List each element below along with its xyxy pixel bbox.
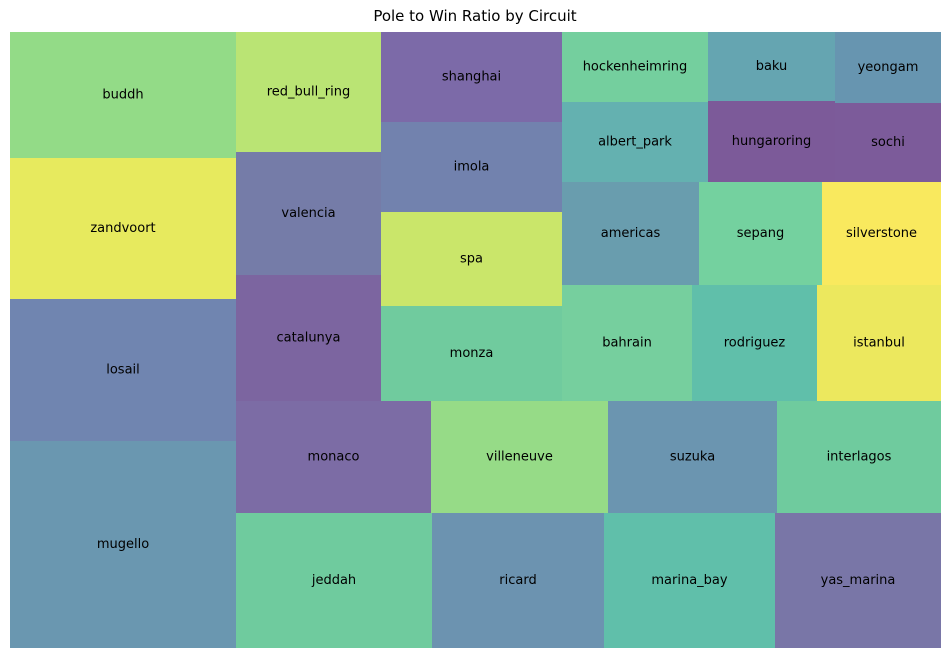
treemap-rect-villeneuve <box>431 401 608 513</box>
treemap-rect-yeongam <box>835 32 941 103</box>
treemap-rect-jeddah <box>236 513 432 648</box>
treemap-cell-zandvoort: zandvoort <box>10 158 236 299</box>
treemap-rect-imola <box>381 122 562 212</box>
treemap-cell-catalunya: catalunya <box>236 275 381 401</box>
treemap-label-hungaroring: hungaroring <box>732 134 811 149</box>
treemap-rect-interlagos <box>777 401 941 513</box>
treemap-rect-yas-marina <box>775 513 941 648</box>
treemap-rect-baku <box>708 32 835 101</box>
treemap-cell-valencia: valencia <box>236 152 381 275</box>
treemap-cell-mugello: mugello <box>10 441 236 648</box>
treemap-label-mugello: mugello <box>97 537 149 552</box>
treemap-cell-silverstone: silverstone <box>822 182 941 285</box>
treemap-label-istanbul: istanbul <box>853 336 905 351</box>
treemap-label-imola: imola <box>454 160 490 175</box>
treemap-rect-silverstone <box>822 182 941 285</box>
treemap-cell-yeongam: yeongam <box>835 32 941 103</box>
treemap-label-marina-bay: marina_bay <box>651 573 728 588</box>
treemap-cell-interlagos: interlagos <box>777 401 941 513</box>
treemap-cell-jeddah: jeddah <box>236 513 432 648</box>
treemap-rect-hockenheimring <box>562 32 708 102</box>
treemap-cell-sochi: sochi <box>835 103 941 182</box>
treemap-cell-monaco: monaco <box>236 401 431 513</box>
treemap-label-jeddah: jeddah <box>311 573 356 588</box>
treemap-label-interlagos: interlagos <box>827 450 892 465</box>
treemap-cell-monza: monza <box>381 306 562 401</box>
treemap-cell-losail: losail <box>10 299 236 441</box>
treemap-cell-sepang: sepang <box>699 182 822 285</box>
treemap-label-sepang: sepang <box>737 226 784 241</box>
treemap-cell-red-bull-ring: red_bull_ring <box>236 32 381 152</box>
treemap-label-baku: baku <box>756 59 788 74</box>
treemap-label-americas: americas <box>601 226 661 241</box>
treemap-label-yas-marina: yas_marina <box>821 573 896 588</box>
treemap-rect-shanghai <box>381 32 562 122</box>
treemap-cell-suzuka: suzuka <box>608 401 777 513</box>
treemap-rect-buddh <box>10 32 236 158</box>
treemap-rect-monaco <box>236 401 431 513</box>
treemap-label-catalunya: catalunya <box>277 331 341 346</box>
treemap-rect-spa <box>381 212 562 306</box>
treemap-label-yeongam: yeongam <box>858 60 919 75</box>
chart-title: Pole to Win Ratio by Circuit <box>373 7 577 25</box>
treemap-label-villeneuve: villeneuve <box>486 450 553 465</box>
treemap-cell-istanbul: istanbul <box>817 285 941 401</box>
treemap-cell-spa: spa <box>381 212 562 306</box>
treemap-rect-valencia <box>236 152 381 275</box>
treemap-cell-shanghai: shanghai <box>381 32 562 122</box>
treemap-label-monza: monza <box>450 346 494 361</box>
treemap-rect-marina-bay <box>604 513 775 648</box>
treemap-label-buddh: buddh <box>102 88 143 103</box>
treemap-rect-sepang <box>699 182 822 285</box>
treemap-cell-ricard: ricard <box>432 513 604 648</box>
treemap-label-albert-park: albert_park <box>598 135 672 150</box>
treemap-rect-mugello <box>10 441 236 648</box>
treemap-rect-sochi <box>835 103 941 182</box>
treemap-cell-albert-park: albert_park <box>562 102 708 182</box>
treemap-label-losail: losail <box>106 363 140 378</box>
treemap-label-bahrain: bahrain <box>602 336 652 351</box>
treemap-label-suzuka: suzuka <box>670 450 715 465</box>
treemap-cell-rodriguez: rodriguez <box>692 285 817 401</box>
treemap-label-monaco: monaco <box>308 450 360 465</box>
treemap-cell-marina-bay: marina_bay <box>604 513 775 648</box>
treemap-cell-imola: imola <box>381 122 562 212</box>
treemap-rect-monza <box>381 306 562 401</box>
treemap-cell-bahrain: bahrain <box>562 285 692 401</box>
treemap-cell-yas-marina: yas_marina <box>775 513 941 648</box>
treemap-rect-losail <box>10 299 236 441</box>
treemap-rect-suzuka <box>608 401 777 513</box>
treemap-rect-rodriguez <box>692 285 817 401</box>
treemap-rect-catalunya <box>236 275 381 401</box>
treemap-label-hockenheimring: hockenheimring <box>583 60 688 75</box>
treemap-label-rodriguez: rodriguez <box>724 336 786 351</box>
treemap-cell-villeneuve: villeneuve <box>431 401 608 513</box>
treemap-label-silverstone: silverstone <box>846 226 917 241</box>
treemap-rect-bahrain <box>562 285 692 401</box>
treemap-label-zandvoort: zandvoort <box>90 221 155 236</box>
treemap-label-ricard: ricard <box>499 573 536 588</box>
treemap-cell-hungaroring: hungaroring <box>708 101 835 182</box>
treemap-label-valencia: valencia <box>281 206 335 221</box>
treemap-rect-hungaroring <box>708 101 835 182</box>
treemap-label-sochi: sochi <box>871 135 905 150</box>
treemap-cell-buddh: buddh <box>10 32 236 158</box>
treemap-cell-hockenheimring: hockenheimring <box>562 32 708 102</box>
treemap-cell-baku: baku <box>708 32 835 101</box>
treemap-rect-zandvoort <box>10 158 236 299</box>
treemap-rect-istanbul <box>817 285 941 401</box>
treemap-label-shanghai: shanghai <box>442 70 501 85</box>
treemap-label-spa: spa <box>460 252 483 267</box>
treemap-cell-americas: americas <box>562 182 699 285</box>
treemap-rect-americas <box>562 182 699 285</box>
treemap-label-red-bull-ring: red_bull_ring <box>267 85 350 100</box>
treemap-rect-red-bull-ring <box>236 32 381 152</box>
treemap-rect-ricard <box>432 513 604 648</box>
treemap-rect-albert-park <box>562 102 708 182</box>
